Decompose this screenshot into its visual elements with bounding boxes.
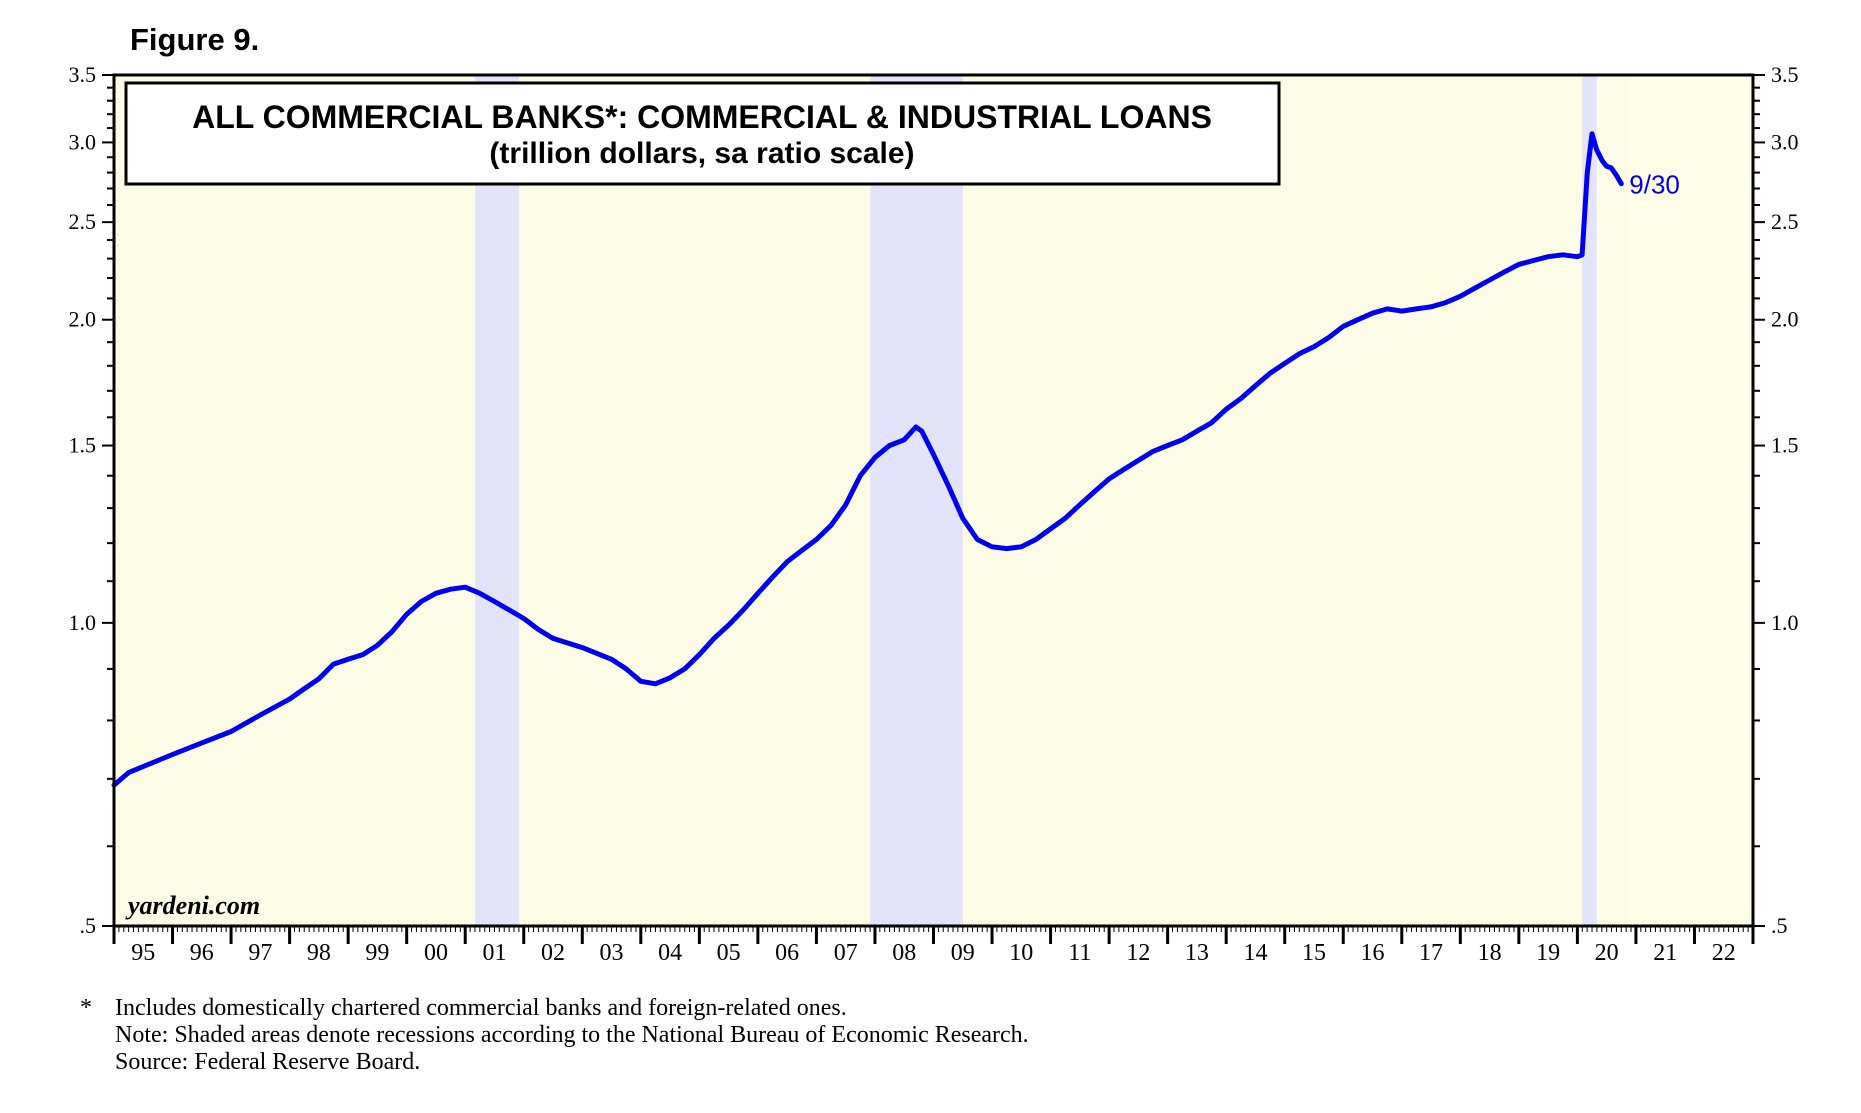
- x-tick-label: 07: [834, 940, 858, 966]
- last-point-label: 9/30: [1629, 170, 1680, 200]
- y-tick-label: 2.5: [69, 209, 97, 234]
- x-tick-label: 17: [1419, 940, 1443, 966]
- forecast-region: [1630, 75, 1753, 926]
- title-box-frame: [124, 81, 1281, 186]
- y-tick-label: 2.0: [1771, 307, 1799, 332]
- x-tick-label: 04: [658, 940, 682, 966]
- x-tick-label: 11: [1068, 940, 1091, 966]
- y-tick-label: 1.5: [69, 433, 97, 458]
- x-tick-label: 16: [1361, 940, 1385, 966]
- title-box: ALL COMMERCIAL BANKS*: COMMERCIAL & INDU…: [124, 81, 1281, 186]
- y-tick-label: 3.5: [1771, 62, 1799, 87]
- y-axis-left: .5 1.0 1.5 2.0 2.5 3.0 3.5: [69, 62, 97, 938]
- footnote-line: Note: Shaded areas denote recessions acc…: [115, 1022, 1029, 1048]
- x-tick-label: 18: [1478, 940, 1502, 966]
- x-tick-label: 01: [482, 940, 506, 966]
- y-tick-label: .5: [80, 913, 97, 938]
- x-tick-label: 03: [600, 940, 624, 966]
- recession-band: [870, 75, 963, 926]
- x-tick-label: 19: [1536, 940, 1560, 966]
- y-axis-right: .5 1.0 1.5 2.0 2.5 3.0 3.5: [1771, 62, 1799, 938]
- footnote-row: * Includes domestically chartered commer…: [80, 995, 1029, 1022]
- recession-shading: [475, 75, 1597, 926]
- chart-subtitle: (trillion dollars, sa ratio scale): [489, 137, 914, 170]
- x-tick-label: 13: [1185, 940, 1209, 966]
- x-axis: 95 96 97 98 99 00 01 02 03 04 05 06 07 08 09 10 11 12 13 14…: [131, 940, 1735, 966]
- chart-title: ALL COMMERCIAL BANKS*: COMMERCIAL & INDU…: [192, 99, 1212, 135]
- x-tick-label: 05: [717, 940, 741, 966]
- x-tick-label: 12: [1126, 940, 1150, 966]
- x-tick-label: 95: [131, 940, 155, 966]
- y-tick-label: 3.0: [1771, 129, 1799, 154]
- watermark: yardeni.com: [125, 891, 260, 920]
- x-tick-label: 02: [541, 940, 565, 966]
- footnote-star: *: [80, 995, 92, 1021]
- x-tick-label: 15: [1302, 940, 1326, 966]
- y-tick-label: 1.0: [69, 610, 97, 635]
- y-tick-label: 1.5: [1771, 433, 1799, 458]
- x-tick-label: 99: [365, 940, 389, 966]
- x-tick-label: 20: [1595, 940, 1619, 966]
- x-tick-label: 08: [892, 940, 916, 966]
- x-tick-label: 00: [424, 940, 448, 966]
- y-tick-label: 1.0: [1771, 610, 1799, 635]
- series-line: [111, 131, 1624, 788]
- footnote-line: Source: Federal Reserve Board.: [115, 1049, 421, 1075]
- x-tick-label: 10: [1009, 940, 1033, 966]
- recession-band: [1582, 75, 1597, 926]
- x-tick-label: 97: [248, 940, 272, 966]
- x-tick-label: 06: [775, 940, 799, 966]
- y-tick-label: 2.5: [1771, 209, 1799, 234]
- y-tick-label: 3.5: [69, 62, 97, 87]
- x-tick-label: 96: [190, 940, 214, 966]
- recession-band: [475, 75, 520, 926]
- series-layer: [111, 131, 1624, 788]
- footnote-row: Source: Federal Reserve Board.: [80, 1049, 1029, 1076]
- footnotes: * Includes domestically chartered commer…: [80, 995, 1029, 1076]
- y-tick-label: .5: [1771, 913, 1788, 938]
- footnote-line: Includes domestically chartered commerci…: [115, 995, 847, 1021]
- figure-label: Figure 9.: [130, 22, 260, 57]
- x-tick-label: 21: [1653, 940, 1677, 966]
- footnote-row: Note: Shaded areas denote recessions acc…: [80, 1022, 1029, 1049]
- x-tick-label: 14: [1243, 940, 1267, 966]
- y-tick-label: 3.0: [69, 129, 97, 154]
- axis-ticks: [102, 74, 1765, 944]
- x-tick-label: 09: [951, 940, 975, 966]
- x-tick-label: 98: [307, 940, 331, 966]
- y-tick-label: 2.0: [69, 307, 97, 332]
- x-tick-label: 22: [1712, 940, 1736, 966]
